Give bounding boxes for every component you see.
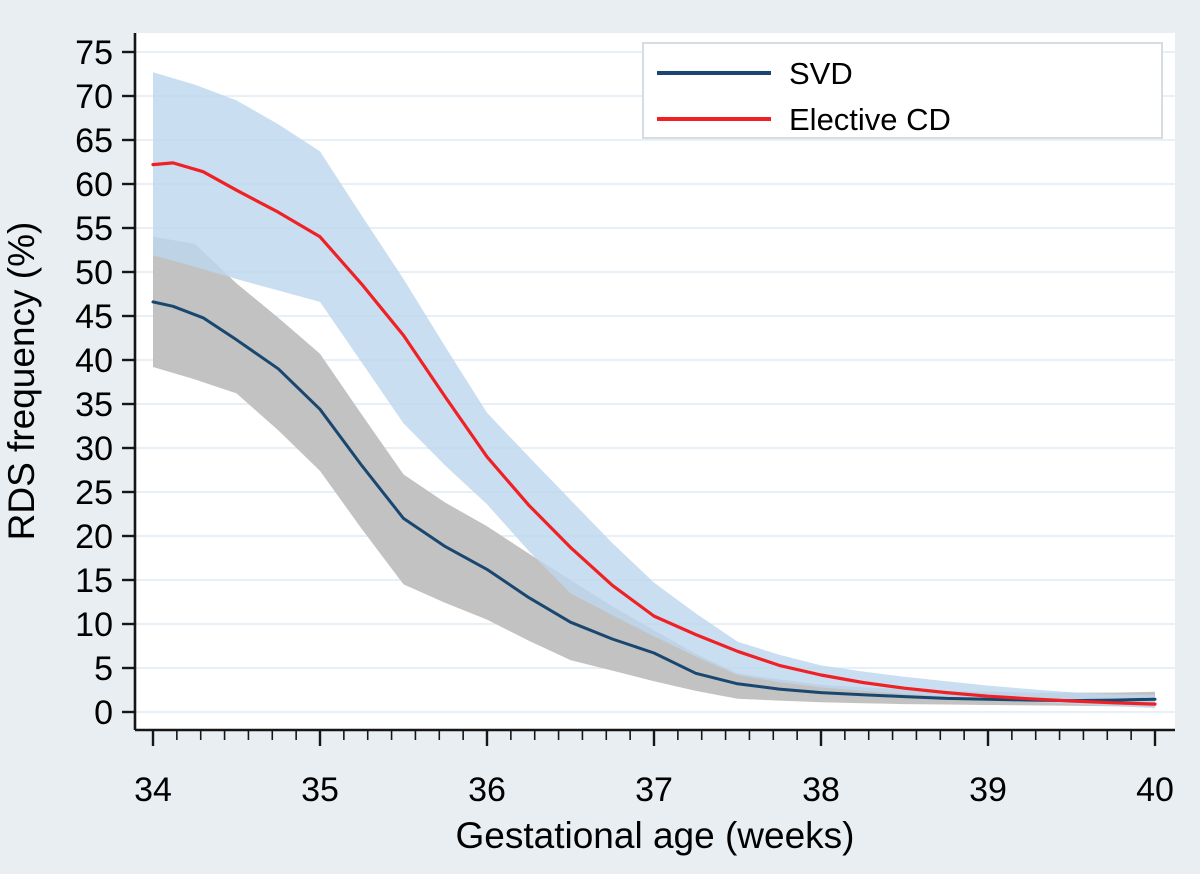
y-tick-label-20: 20 bbox=[75, 518, 113, 556]
x-tick-label-35: 35 bbox=[301, 771, 339, 809]
ci-band-svd bbox=[153, 236, 1155, 707]
axes bbox=[122, 33, 1175, 746]
series-line-svd bbox=[151, 300, 1157, 703]
y-tick-label-40: 40 bbox=[75, 342, 113, 380]
y-tick-labels: 0 5 10 15 20 25 30 35 40 45 50 55 60 65 70 75 bbox=[75, 34, 113, 732]
y-tick-label-70: 70 bbox=[75, 78, 113, 116]
y-tick-label-35: 35 bbox=[75, 386, 113, 424]
y-tick-label-65: 65 bbox=[75, 122, 113, 160]
y-tick-label-25: 25 bbox=[75, 474, 113, 512]
x-tick-label-40: 40 bbox=[1136, 771, 1174, 809]
x-tick-label-37: 37 bbox=[635, 771, 673, 809]
y-tick-label-15: 15 bbox=[75, 562, 113, 600]
series-lines bbox=[151, 161, 1157, 706]
y-axis-title: RDS frequency (%) bbox=[1, 222, 42, 541]
legend: SVD Elective CD bbox=[642, 42, 1163, 139]
x-tick-label-34: 34 bbox=[134, 771, 172, 809]
y-tick-label-5: 5 bbox=[94, 650, 113, 688]
x-tick-label-38: 38 bbox=[802, 771, 840, 809]
x-tick-labels: 34 35 36 37 38 39 40 bbox=[134, 771, 1174, 809]
y-tick-label-45: 45 bbox=[75, 298, 113, 336]
legend-label-elective-cd: Elective CD bbox=[789, 102, 951, 137]
ci-band-elective-cd bbox=[153, 72, 1155, 708]
y-tick-label-50: 50 bbox=[75, 254, 113, 292]
y-tick-label-30: 30 bbox=[75, 430, 113, 468]
y-tick-label-10: 10 bbox=[75, 606, 113, 644]
y-tick-label-60: 60 bbox=[75, 166, 113, 204]
y-tick-label-75: 75 bbox=[75, 34, 113, 72]
series-line-elective-cd bbox=[151, 161, 1157, 706]
confidence-bands bbox=[153, 72, 1155, 708]
y-tick-label-0: 0 bbox=[94, 694, 113, 732]
legend-box bbox=[642, 42, 1163, 139]
y-tick-label-55: 55 bbox=[75, 210, 113, 248]
x-axis-title: Gestational age (weeks) bbox=[456, 815, 855, 856]
legend-label-svd: SVD bbox=[789, 56, 853, 91]
x-tick-label-39: 39 bbox=[969, 771, 1007, 809]
x-tick-label-36: 36 bbox=[468, 771, 506, 809]
